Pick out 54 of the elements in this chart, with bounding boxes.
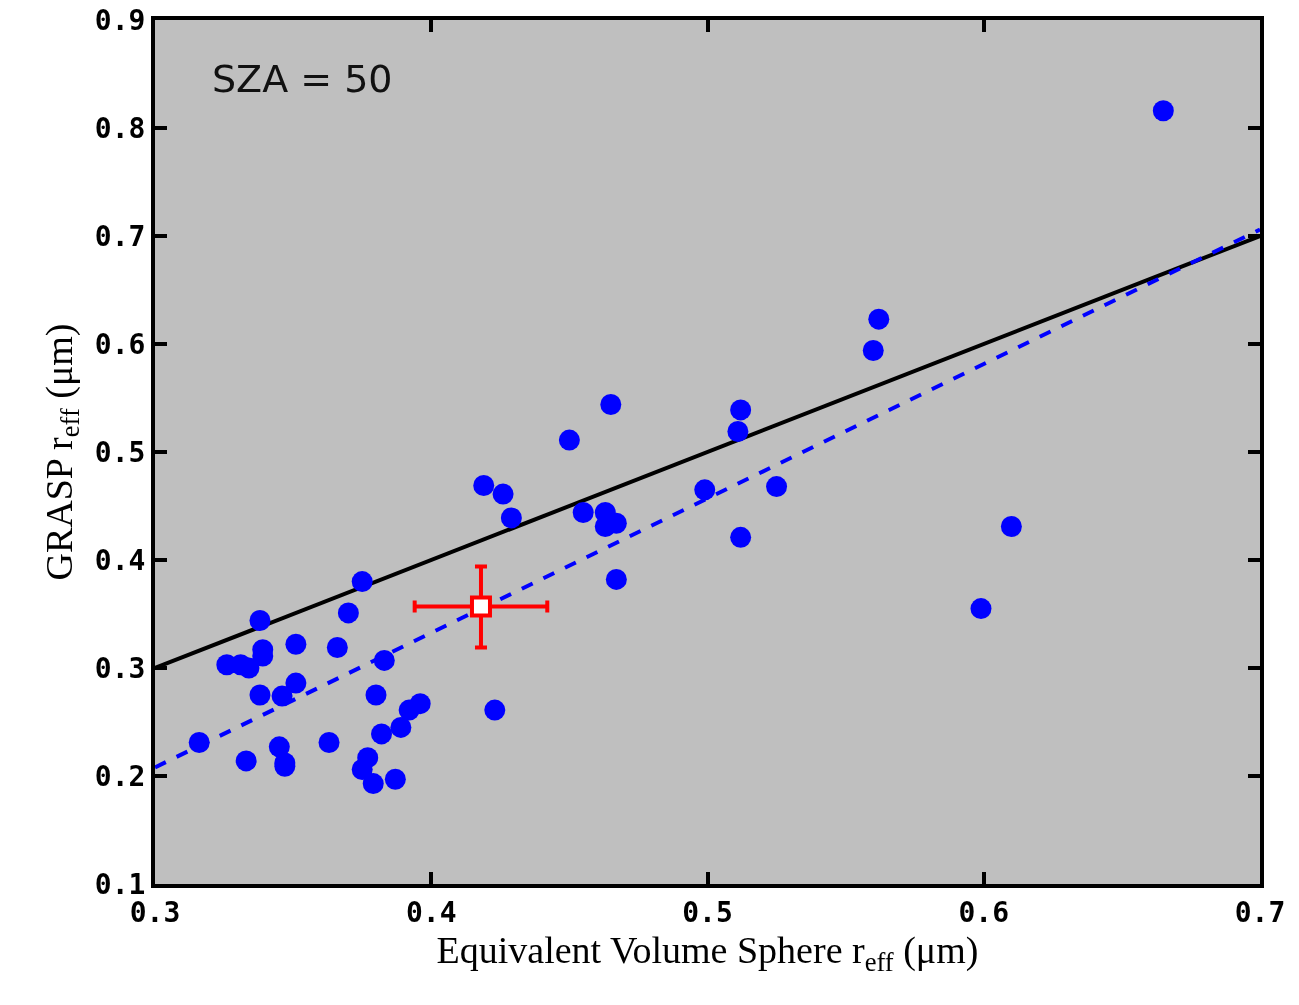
y-tick-label: 0.6 xyxy=(94,327,146,361)
point xyxy=(409,693,431,715)
point xyxy=(492,483,514,505)
point xyxy=(249,684,271,706)
point xyxy=(390,716,412,738)
y-tick-label: 0.2 xyxy=(94,759,146,793)
y-tick-label: 0.5 xyxy=(94,435,146,469)
point xyxy=(373,649,395,671)
point xyxy=(484,699,506,721)
point xyxy=(868,308,890,330)
point xyxy=(268,736,290,758)
point xyxy=(188,732,210,754)
x-axis-title: Equivalent Volume Sphere r$_{eff}$ (μm) xyxy=(436,929,979,978)
point xyxy=(362,773,384,795)
x-tick-label: 0.7 xyxy=(1234,895,1286,929)
point xyxy=(384,768,406,790)
y-tick-label: 0.8 xyxy=(94,111,146,145)
point xyxy=(351,571,373,593)
point xyxy=(605,568,627,590)
point xyxy=(766,476,788,498)
y-tick-label: 0.7 xyxy=(94,219,146,253)
point xyxy=(235,750,257,772)
point xyxy=(337,602,359,624)
point xyxy=(730,526,752,548)
point xyxy=(558,429,580,451)
point xyxy=(1000,516,1022,538)
point xyxy=(694,479,716,501)
point xyxy=(970,598,992,620)
point xyxy=(600,393,622,415)
y-tick-label: 0.9 xyxy=(94,3,146,37)
point xyxy=(371,723,393,745)
annotation: SZA = 50 xyxy=(212,57,393,101)
point xyxy=(326,636,348,658)
point xyxy=(357,747,379,769)
point xyxy=(473,474,495,496)
point xyxy=(1152,100,1174,122)
point xyxy=(500,507,522,529)
x-tick-label: 0.6 xyxy=(958,895,1010,929)
point xyxy=(365,684,387,706)
point xyxy=(249,609,271,631)
x-tick-label: 0.5 xyxy=(682,895,733,929)
x-tick-label: 0.4 xyxy=(405,895,457,929)
point xyxy=(285,672,307,694)
point xyxy=(572,501,594,523)
point xyxy=(727,420,749,442)
point xyxy=(469,595,492,618)
point xyxy=(285,633,307,655)
y-tick-label: 0.3 xyxy=(94,651,146,685)
point xyxy=(271,685,293,707)
point xyxy=(730,399,752,421)
point xyxy=(862,339,884,361)
point xyxy=(318,732,340,754)
point xyxy=(238,657,260,679)
y-tick-label: 0.4 xyxy=(94,543,146,577)
